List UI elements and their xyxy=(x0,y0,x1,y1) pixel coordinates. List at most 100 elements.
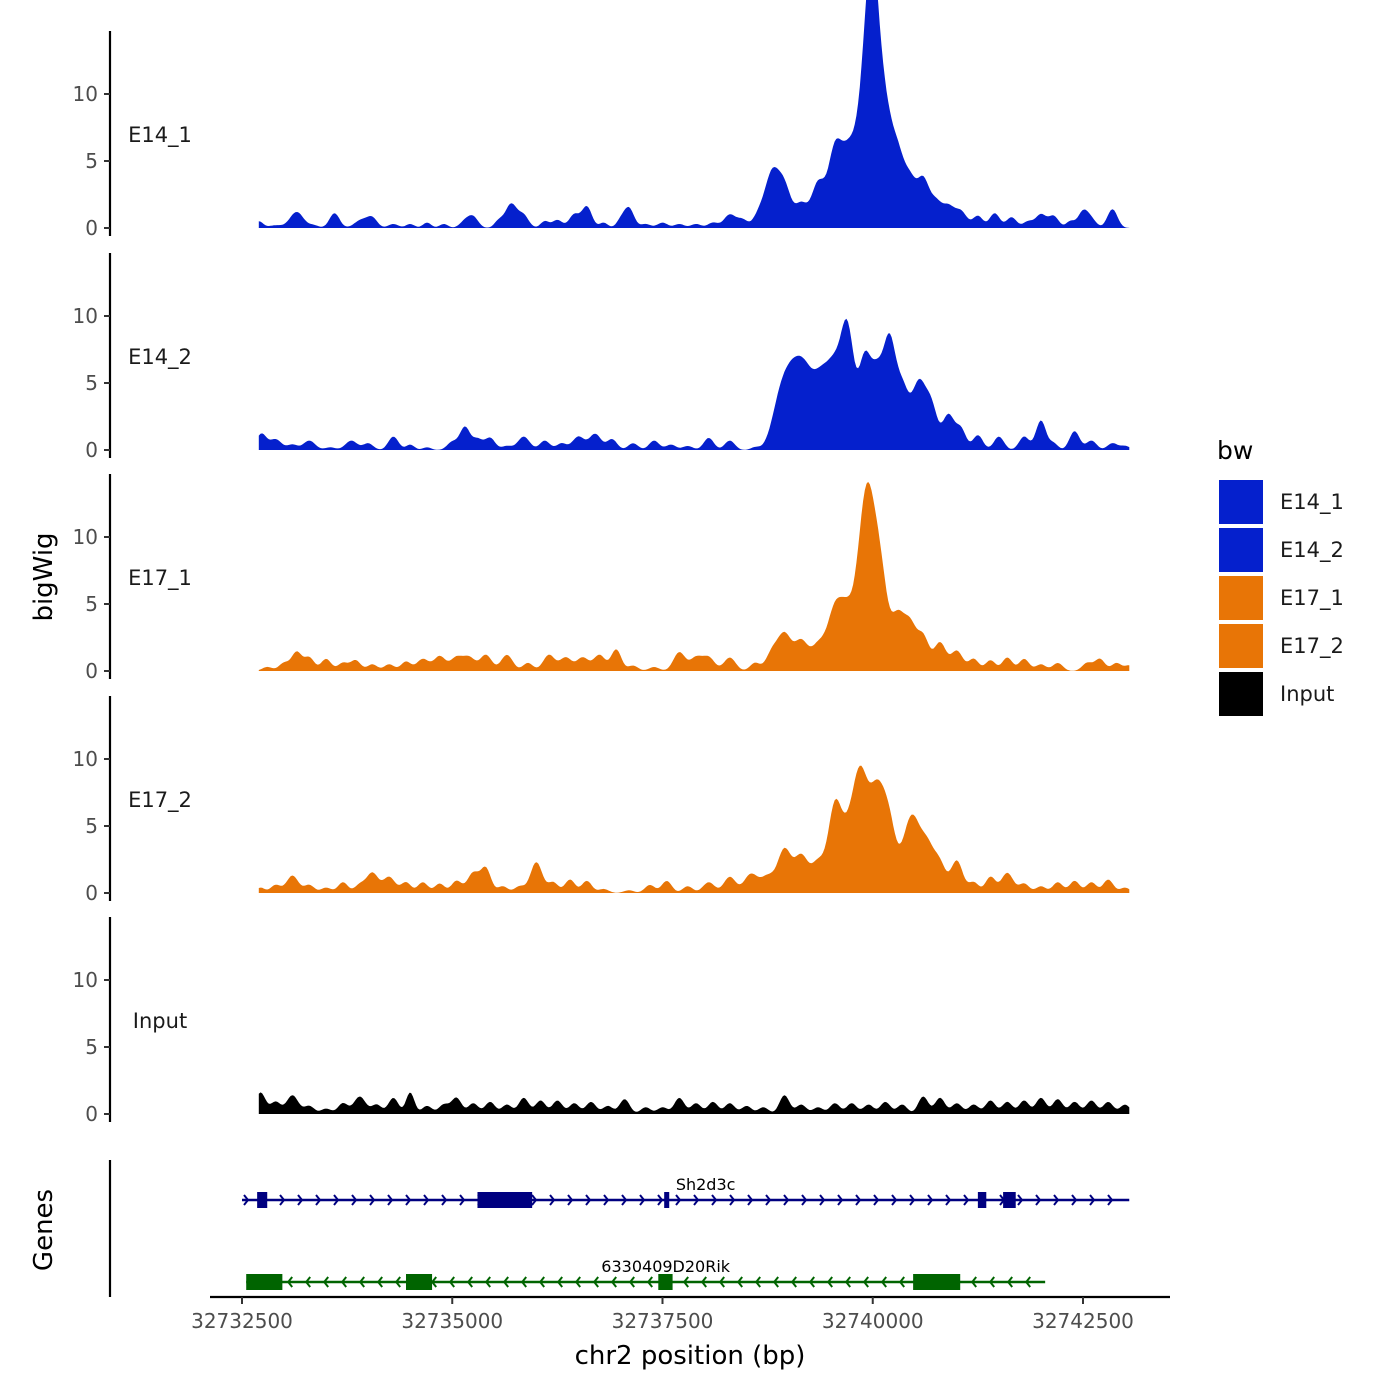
strand-arrow xyxy=(790,1276,797,1288)
strand-arrow xyxy=(1071,1194,1078,1206)
y-tick-label: 0 xyxy=(85,216,98,240)
exon xyxy=(658,1274,673,1290)
legend-title: bw xyxy=(1217,436,1253,465)
strand-arrow xyxy=(747,1194,754,1206)
track-label: E14_2 xyxy=(128,345,192,370)
y-tick-label: 10 xyxy=(73,82,98,106)
y-axis-title: bigWig xyxy=(29,532,59,621)
strand-arrow xyxy=(549,1194,556,1206)
strand-arrow xyxy=(1053,1194,1060,1206)
strand-arrow xyxy=(639,1194,646,1206)
exon xyxy=(1003,1192,1016,1208)
y-tick-label: 5 xyxy=(85,592,98,616)
coverage-area-E17_2 xyxy=(258,765,1130,893)
strand-arrow xyxy=(646,1276,653,1288)
legend-key-Input xyxy=(1217,670,1265,718)
legend-label: E17_2 xyxy=(1280,634,1344,659)
strand-arrow xyxy=(351,1194,358,1206)
strand-arrow xyxy=(682,1276,689,1288)
strand-arrow xyxy=(754,1276,761,1288)
gene-label: Sh2d3c xyxy=(676,1175,736,1194)
y-tick-label: 10 xyxy=(73,525,98,549)
legend-key-E17_2 xyxy=(1217,622,1265,670)
coverage-area-E14_2 xyxy=(258,318,1130,450)
legend-key-E17_1 xyxy=(1217,574,1265,622)
x-axis: 32732500 32735000 32737500 32740000 32742500 xyxy=(191,1295,1170,1333)
strand-arrow xyxy=(556,1276,563,1288)
strand-arrow xyxy=(844,1276,851,1288)
strand-arrow xyxy=(592,1276,599,1288)
strand-arrow xyxy=(1017,1194,1024,1206)
strand-arrow xyxy=(898,1276,905,1288)
strand-arrow xyxy=(466,1276,473,1288)
strand-arrow xyxy=(538,1276,545,1288)
y-tick-label: 0 xyxy=(85,881,98,905)
strand-arrow xyxy=(430,1276,437,1288)
y-tick-label: 5 xyxy=(85,814,98,838)
strand-arrow xyxy=(772,1276,779,1288)
strand-arrow xyxy=(567,1194,574,1206)
coverage-area-E14_1 xyxy=(258,0,1130,228)
strand-arrow xyxy=(729,1194,736,1206)
strand-arrow xyxy=(297,1194,304,1206)
exon xyxy=(246,1274,283,1290)
strand-arrow xyxy=(621,1194,628,1206)
y-tick-label: 10 xyxy=(73,304,98,328)
x-tick-label: 32737500 xyxy=(612,1309,714,1333)
track-label: E17_2 xyxy=(128,788,192,813)
strand-arrow xyxy=(520,1276,527,1288)
strand-arrow xyxy=(1035,1194,1042,1206)
strand-arrow xyxy=(574,1276,581,1288)
x-tick-label: 32742500 xyxy=(1032,1309,1134,1333)
x-tick-label: 32735000 xyxy=(401,1309,503,1333)
strand-arrow xyxy=(394,1276,401,1288)
track-Input: 0 5 10 Input xyxy=(73,917,1130,1126)
strand-arrow xyxy=(1089,1194,1096,1206)
strand-arrow xyxy=(657,1194,664,1206)
strand-arrow xyxy=(405,1194,412,1206)
gene-Sh2d3c: Sh2d3c xyxy=(242,1175,1130,1208)
track-label: Input xyxy=(133,1009,187,1033)
strand-arrow xyxy=(826,1276,833,1288)
strand-arrow xyxy=(369,1194,376,1206)
strand-arrow xyxy=(783,1194,790,1206)
strand-arrow xyxy=(1107,1194,1114,1206)
genes-axis-title: Genes xyxy=(29,1189,59,1271)
gene-6330409D20Rik: 6330409D20Rik xyxy=(246,1257,1046,1290)
strand-arrow xyxy=(243,1194,250,1206)
y-tick-label: 0 xyxy=(85,438,98,462)
strand-arrow xyxy=(304,1276,311,1288)
gene-track: Sh2d3c 6330409D20Rik xyxy=(108,1160,1130,1297)
strand-arrow xyxy=(819,1194,826,1206)
x-axis-title: chr2 position (bp) xyxy=(575,1341,806,1371)
strand-arrow xyxy=(963,1194,970,1206)
strand-arrow xyxy=(322,1276,329,1288)
y-tick-label: 0 xyxy=(85,659,98,683)
legend-key-E14_2 xyxy=(1217,526,1265,574)
x-tick-label: 32732500 xyxy=(191,1309,293,1333)
strand-arrow xyxy=(484,1276,491,1288)
y-tick-label: 10 xyxy=(73,968,98,992)
strand-arrow xyxy=(693,1194,700,1206)
exon xyxy=(664,1192,670,1208)
track-label: E14_1 xyxy=(128,123,192,148)
strand-arrow xyxy=(1006,1276,1013,1288)
strand-arrow xyxy=(441,1194,448,1206)
legend: bw E14_1 E14_2 E17_1 E17_2 Input xyxy=(1217,436,1344,718)
strand-arrow xyxy=(585,1194,592,1206)
exon xyxy=(977,1192,987,1208)
signal-tracks: 0 5 10 E14_1 0 5 10 E14_2 0 5 10 E17_1 0 5 10 E17_2 0 5 10… xyxy=(73,0,1130,1126)
strand-arrow xyxy=(675,1194,682,1206)
strand-arrow xyxy=(700,1276,707,1288)
strand-arrow xyxy=(909,1194,916,1206)
strand-arrow xyxy=(376,1276,383,1288)
strand-arrow xyxy=(808,1276,815,1288)
strand-arrow xyxy=(736,1276,743,1288)
strand-arrow xyxy=(459,1194,466,1206)
strand-arrow xyxy=(765,1194,772,1206)
strand-arrow xyxy=(855,1194,862,1206)
strand-arrow xyxy=(448,1276,455,1288)
strand-arrow xyxy=(711,1194,718,1206)
gene-label: 6330409D20Rik xyxy=(601,1257,731,1276)
